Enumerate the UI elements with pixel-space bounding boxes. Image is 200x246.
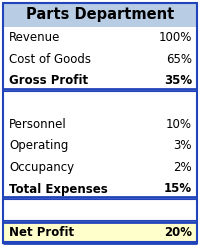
Text: 65%: 65% (166, 53, 192, 66)
Text: 15%: 15% (164, 183, 192, 196)
Bar (3, 178, 197, 200)
Bar (3, 49, 197, 70)
Bar (3, 92, 197, 113)
Text: 35%: 35% (164, 75, 192, 88)
Text: Parts Department: Parts Department (26, 7, 174, 22)
Text: Revenue: Revenue (9, 31, 60, 44)
Bar (3, 113, 197, 135)
Text: 3%: 3% (174, 139, 192, 152)
Bar (3, 3, 197, 27)
Text: Operating: Operating (9, 139, 68, 152)
Text: 20%: 20% (164, 226, 192, 239)
Text: 100%: 100% (159, 31, 192, 44)
Bar (3, 135, 197, 157)
Text: Cost of Goods: Cost of Goods (9, 53, 91, 66)
Text: Occupancy: Occupancy (9, 161, 74, 174)
Text: Net Profit: Net Profit (9, 226, 74, 239)
Text: 10%: 10% (166, 118, 192, 131)
Text: Gross Profit: Gross Profit (9, 75, 88, 88)
Bar (3, 200, 197, 221)
Bar (3, 70, 197, 92)
Text: Total Expenses: Total Expenses (9, 183, 108, 196)
Text: Personnel: Personnel (9, 118, 67, 131)
Bar (3, 157, 197, 178)
Text: 2%: 2% (173, 161, 192, 174)
Bar (3, 27, 197, 49)
Bar (3, 221, 197, 243)
